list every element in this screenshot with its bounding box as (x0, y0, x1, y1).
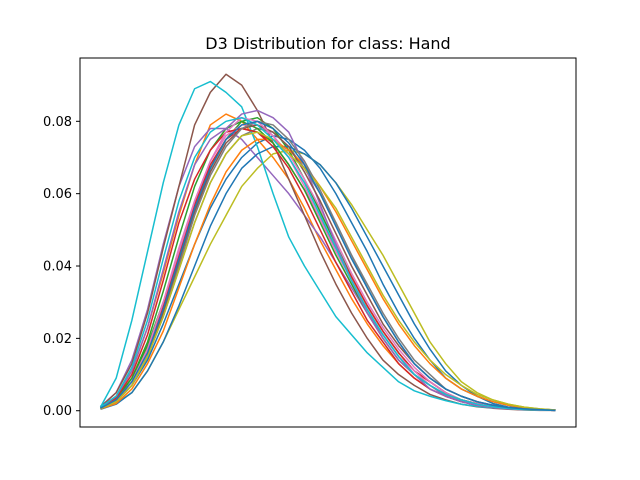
y-tick-label: 0.08 (43, 115, 72, 130)
plot-frame (79, 57, 577, 428)
series-line-21 (100, 120, 556, 412)
series-line-19 (100, 131, 556, 411)
series-line-15 (100, 109, 556, 412)
series-line-20 (100, 116, 556, 412)
y-tick-label: 0.06 (43, 187, 72, 202)
y-tick-label: 0.02 (43, 332, 72, 347)
series-line-12 (100, 138, 556, 411)
series-lines (99, 73, 556, 412)
series-line-10 (99, 80, 556, 412)
chart-title: D3 Distribution for class: Hand (205, 34, 450, 53)
y-tick-label: 0.04 (43, 260, 72, 275)
y-axis: 0.00 0.02 0.04 0.06 0.08 (43, 115, 80, 419)
y-tick-label: 0.00 (43, 404, 72, 419)
